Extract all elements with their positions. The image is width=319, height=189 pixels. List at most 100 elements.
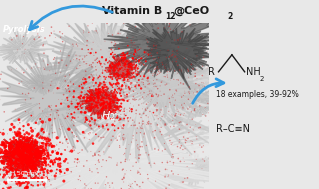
Point — [42, 167, 48, 170]
Point — [11, 139, 17, 142]
Point — [113, 46, 118, 49]
Point — [4, 180, 10, 184]
Point — [6, 156, 11, 159]
Point — [155, 101, 160, 105]
Point — [175, 145, 180, 148]
Point — [169, 54, 174, 57]
Point — [85, 39, 90, 42]
Point — [105, 122, 110, 125]
Point — [86, 133, 92, 136]
Point — [129, 66, 134, 69]
Point — [125, 70, 130, 73]
Point — [182, 90, 187, 93]
Point — [147, 82, 152, 85]
Point — [146, 120, 151, 123]
Text: 50 nm: 50 nm — [17, 171, 37, 176]
Point — [33, 149, 38, 152]
Point — [148, 125, 153, 128]
Point — [122, 137, 127, 140]
Point — [12, 153, 17, 156]
Point — [36, 36, 41, 39]
Point — [229, 151, 234, 154]
Point — [116, 74, 121, 77]
Point — [159, 81, 164, 84]
Point — [117, 104, 122, 107]
Point — [4, 186, 10, 189]
Point — [221, 129, 226, 132]
Point — [11, 153, 17, 156]
Point — [104, 124, 109, 127]
Point — [94, 132, 99, 136]
Point — [86, 48, 91, 51]
Point — [71, 95, 76, 98]
Point — [81, 96, 86, 99]
Point — [19, 161, 24, 164]
Point — [99, 98, 104, 101]
Point — [102, 102, 107, 105]
Point — [94, 167, 100, 170]
Point — [121, 89, 126, 92]
Point — [155, 51, 160, 54]
Point — [26, 155, 31, 158]
Point — [28, 97, 33, 100]
Point — [48, 183, 54, 186]
Point — [85, 62, 90, 65]
Point — [129, 110, 134, 113]
Point — [167, 55, 172, 58]
Point — [130, 71, 135, 74]
Point — [115, 65, 120, 68]
Point — [137, 84, 142, 87]
Point — [25, 163, 30, 166]
Point — [94, 11, 99, 14]
Point — [165, 161, 170, 164]
Point — [122, 74, 128, 77]
Point — [175, 72, 180, 75]
Point — [133, 83, 138, 86]
Point — [262, 125, 267, 128]
Point — [117, 144, 122, 147]
Point — [170, 119, 175, 122]
Point — [93, 133, 98, 136]
Point — [98, 87, 103, 90]
Point — [78, 97, 83, 100]
Point — [91, 77, 96, 80]
Point — [156, 56, 161, 59]
Point — [1, 168, 6, 171]
Point — [21, 146, 26, 149]
Point — [108, 76, 113, 79]
Point — [1, 166, 6, 169]
Point — [32, 162, 37, 165]
Point — [137, 59, 142, 62]
Point — [113, 42, 118, 45]
Point — [53, 149, 58, 152]
Point — [27, 165, 33, 168]
Point — [163, 123, 168, 126]
Point — [113, 76, 118, 79]
Point — [138, 63, 143, 66]
Point — [145, 71, 150, 74]
Point — [71, 83, 76, 86]
Point — [110, 116, 115, 119]
Point — [93, 112, 98, 115]
Point — [167, 160, 173, 163]
Point — [116, 108, 121, 111]
Point — [38, 28, 43, 31]
Point — [37, 141, 42, 144]
Point — [0, 155, 5, 158]
Point — [22, 160, 27, 163]
Point — [35, 149, 40, 152]
Point — [60, 32, 65, 35]
Point — [3, 151, 8, 154]
Point — [0, 179, 1, 182]
Point — [60, 40, 65, 43]
Point — [154, 44, 159, 47]
Point — [0, 173, 2, 176]
Point — [81, 131, 86, 134]
Point — [103, 94, 108, 97]
Point — [37, 174, 42, 177]
Point — [151, 72, 156, 75]
Point — [35, 178, 41, 181]
Point — [174, 90, 179, 93]
Point — [22, 143, 27, 146]
Point — [77, 58, 82, 61]
